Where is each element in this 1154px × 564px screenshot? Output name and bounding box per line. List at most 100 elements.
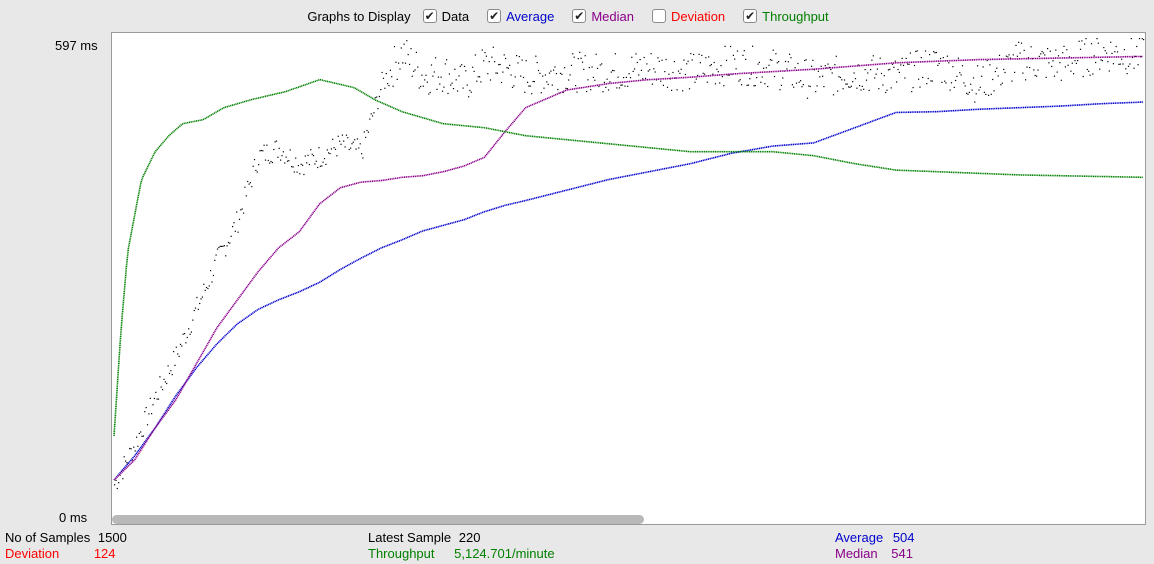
data-point [664,71,666,73]
data-point [581,61,584,63]
data-point [708,56,710,58]
data-point [612,69,614,72]
graph-option-data[interactable]: Data [422,9,469,24]
data-point [289,149,291,151]
data-point [746,84,748,86]
data-point [742,54,744,56]
data-point [1055,49,1057,51]
data-point [356,138,358,140]
data-point [300,163,302,165]
data-point [219,245,221,247]
data-point [977,65,979,67]
data-point [764,83,766,85]
data-point [152,404,154,406]
data-point [710,64,712,66]
graph-option-throughput[interactable]: Throughput [743,9,829,24]
data-point [771,59,773,61]
data-point [1073,73,1075,75]
data-point [472,66,474,68]
series-line-median [113,55,1144,481]
data-point [1029,67,1031,69]
data-point [505,57,507,60]
data-point [693,53,695,56]
data-point [758,61,760,63]
data-point [371,115,374,117]
median-checkbox[interactable] [572,9,587,23]
data-point [994,70,996,73]
data-point [565,87,567,89]
data-point [968,91,970,93]
data-point [1114,51,1116,53]
data-point [672,71,674,74]
data-point [182,333,184,335]
data-point [303,173,305,176]
data-point [1095,61,1097,64]
data-point [852,81,854,83]
data-point [511,86,514,88]
data-point [945,82,947,84]
data-point [900,64,902,66]
data-point [384,87,386,89]
graph-option-average[interactable]: Average [487,9,554,24]
horizontal-scrollbar[interactable] [112,515,644,524]
data-point [816,85,818,87]
data-point [967,93,969,95]
data-point [492,46,494,48]
data-point [312,155,315,157]
data-point [270,160,272,163]
data-point [930,80,932,82]
data-point [185,342,187,344]
data-point [761,76,763,78]
data-point [747,84,750,86]
data-point [598,85,600,88]
data-point [192,319,194,321]
data-point [156,398,158,400]
data-point [912,87,914,89]
data-point [345,134,348,136]
data-checkbox[interactable] [422,9,437,23]
data-point [1040,53,1042,55]
graph-option-median[interactable]: Median [572,9,634,24]
data-point [566,88,568,90]
data-point [953,86,955,88]
data-point [114,484,116,486]
data-point [448,73,450,75]
series-line-average [113,101,1143,481]
data-point [175,346,177,348]
data-point [569,74,571,76]
data-point [603,81,605,83]
data-point [129,447,131,450]
data-point [527,81,529,83]
data-point [697,74,699,76]
data-point [971,89,973,91]
throughput-label: Throughput [368,546,435,561]
graph-option-deviation[interactable]: Deviation [651,9,725,24]
data-point [116,487,118,490]
data-point [205,286,208,289]
data-point [886,89,888,91]
data-point [632,70,634,72]
data-point [691,59,693,61]
data-point [232,226,234,228]
data-point [1119,63,1121,65]
samples-label: No of Samples [5,530,91,545]
data-point [548,72,551,74]
data-point [296,171,298,173]
data-point [144,411,146,413]
data-point [848,86,850,88]
throughput-checkbox[interactable] [743,9,758,23]
data-point [551,84,553,86]
data-point [982,66,984,68]
data-point [499,63,501,66]
data-point [162,389,164,391]
data-point [249,182,251,184]
data-point [409,63,411,65]
average-checkbox[interactable] [487,9,502,23]
deviation-checkbox[interactable] [651,9,666,23]
data-point [310,149,312,151]
data-point [806,97,809,99]
data-point [741,84,743,86]
data-point [1137,64,1139,66]
data-point [535,55,537,57]
data-point [140,431,142,433]
